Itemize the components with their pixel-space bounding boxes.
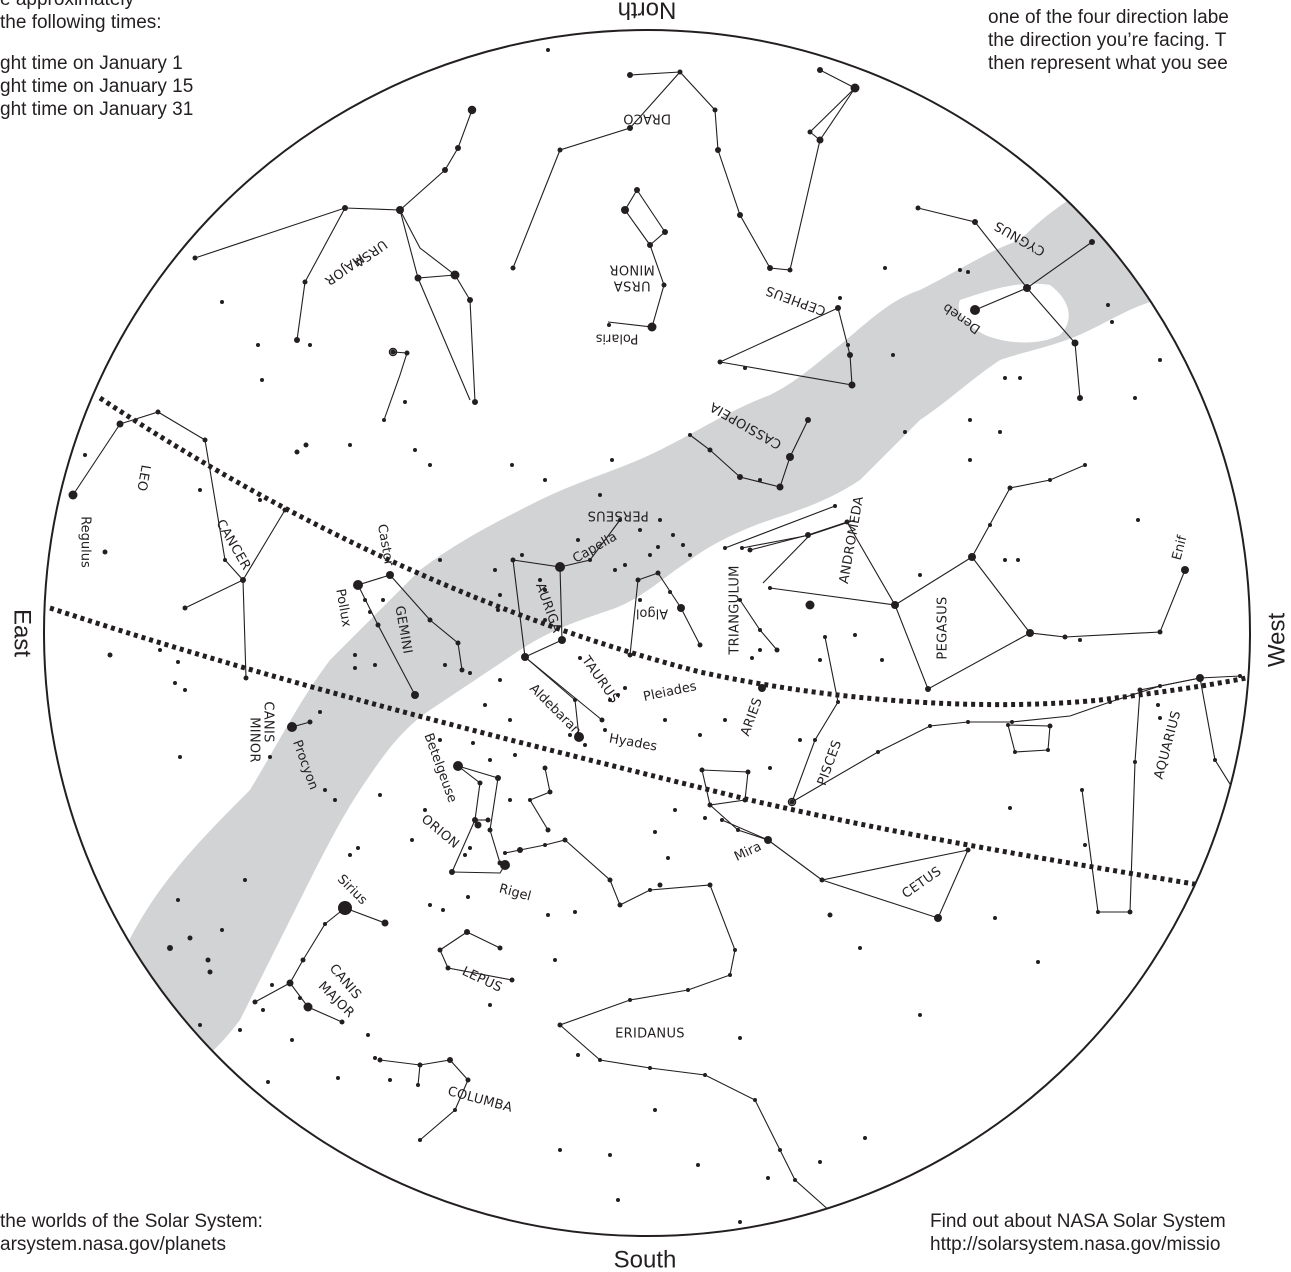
- ecliptic-line: [98, 395, 1250, 708]
- direction-east: East: [9, 609, 36, 657]
- label-hyades: Hyades: [608, 731, 659, 754]
- label-taurus: TAURUS: [578, 653, 622, 707]
- instructions-line: then represent what you see: [988, 53, 1228, 74]
- instructions-line: ght time on January 15: [0, 76, 194, 97]
- star-field: [68, 48, 1242, 1224]
- label-pleiades: Pleiades: [642, 679, 698, 705]
- footer-line: http://solarsystem.nasa.gov/missio: [930, 1234, 1221, 1255]
- label-algol: Algol: [636, 606, 668, 621]
- direction-north: North: [618, 0, 677, 24]
- label-aldebaran: Aldebaran: [526, 681, 584, 739]
- label-andromeda: ANDROMEDA: [837, 495, 867, 585]
- instructions-line: ght time on January 1: [0, 53, 183, 74]
- label-aquarius: AQUARIUS: [1152, 709, 1185, 781]
- label-draco: DRACO: [623, 111, 671, 126]
- milky-way: [120, 180, 1250, 1110]
- instructions-line: one of the four direction labe: [988, 7, 1229, 28]
- label-perseus: PERSEUS: [587, 508, 648, 523]
- label-aries: ARIES: [738, 696, 766, 738]
- label-mira: Mira: [732, 839, 764, 864]
- celestial-equator-line: [49, 605, 1201, 888]
- label-castor: Castor: [374, 523, 396, 568]
- label-pegasus: PEGASUS: [936, 596, 951, 659]
- horizon-circle: [43, 29, 1251, 1237]
- label-enif: Enif: [1170, 534, 1191, 562]
- label-regulus: Regulus: [78, 516, 93, 568]
- sky-area: [49, 48, 1250, 1224]
- label-cancer: CANCER: [213, 517, 254, 573]
- footer-line: arsystem.nasa.gov/planets: [0, 1234, 227, 1255]
- footer-missions: Find out about NASA Solar System http://…: [930, 1210, 1226, 1256]
- label-cetus: CETUS: [899, 864, 944, 902]
- label-pisces: PISCES: [815, 738, 845, 788]
- label-pollux: Pollux: [332, 588, 354, 629]
- label-ursa-minor-1: URSA: [613, 278, 650, 293]
- footer-line: the worlds of the Solar System:: [0, 1211, 263, 1232]
- label-sirius: Sirius: [334, 872, 370, 908]
- label-canis-minor-1: CANIS: [261, 701, 276, 742]
- footer-planets: the worlds of the Solar System: arsystem…: [0, 1210, 263, 1256]
- double-stars: [388, 105, 797, 807]
- label-triangulum: TRIANGULUM: [728, 565, 743, 655]
- label-eridanus: ERIDANUS: [615, 1027, 685, 1042]
- label-ursa-minor-2: MINOR: [609, 262, 655, 277]
- instructions-line: ght time on January 31: [0, 99, 194, 120]
- instructions-direction: one of the four direction labe the direc…: [988, 6, 1229, 75]
- label-leo: LEO: [133, 464, 152, 493]
- instructions-line: e approximately: [0, 0, 193, 11]
- label-orion: ORION: [418, 812, 462, 852]
- label-rigel: Rigel: [497, 882, 532, 905]
- milky-way-rift: [958, 283, 1069, 343]
- label-canis-minor-2: MINOR: [247, 717, 262, 763]
- direction-west: West: [1263, 613, 1290, 668]
- label-cepheus: CEPHEUS: [764, 282, 828, 318]
- footer-line: Find out about NASA Solar System: [930, 1211, 1226, 1232]
- label-lepus: LEPUS: [460, 964, 505, 996]
- instructions-line: the direction you’re facing. T: [988, 30, 1227, 51]
- instructions-line: the following times:: [0, 12, 162, 33]
- instructions-times: e approximately the following times: ght…: [0, 0, 193, 121]
- label-polaris: Polaris: [595, 331, 638, 346]
- direction-south: South: [614, 1246, 677, 1272]
